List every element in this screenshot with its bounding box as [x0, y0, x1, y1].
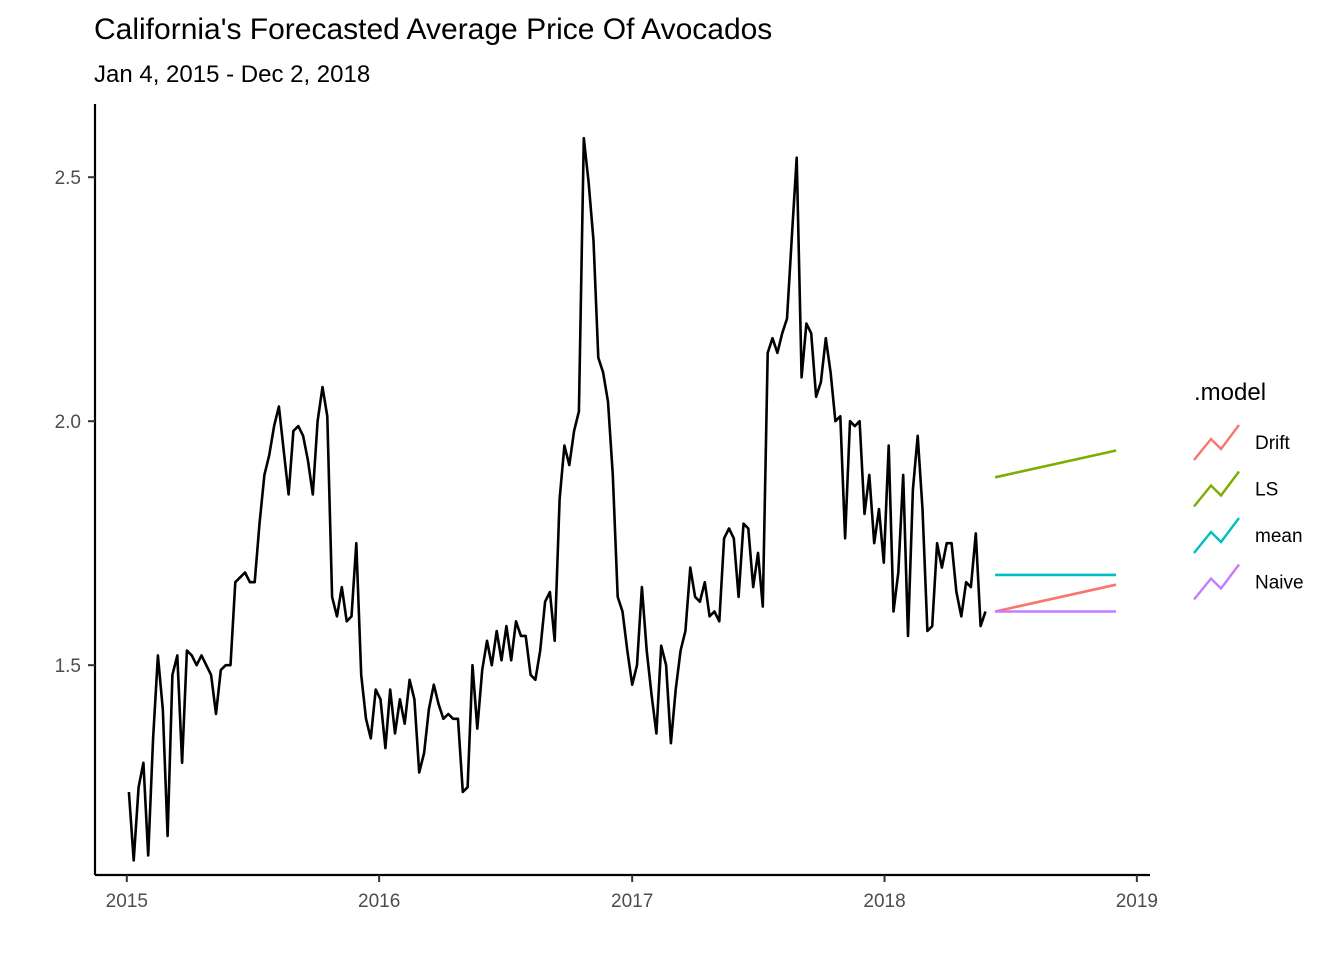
legend: .model Drift LS mean Naive	[1193, 379, 1304, 601]
y-tick-label: 2.0	[55, 412, 81, 433]
legend-key-mean	[1193, 517, 1240, 554]
legend-key-naive	[1193, 563, 1240, 601]
legend-title: .model	[1194, 379, 1266, 406]
legend-label: mean	[1255, 526, 1303, 547]
x-tick-label: 2018	[863, 891, 905, 912]
y-tick-label: 2.5	[55, 168, 81, 189]
legend-item-drift: Drift	[1193, 424, 1291, 461]
y-tick-label: 1.5	[55, 656, 81, 677]
chart-subtitle: Jan 4, 2015 - Dec 2, 2018	[94, 61, 370, 88]
x-tick-label: 2017	[611, 891, 653, 912]
x-tick-label: 2015	[106, 891, 148, 912]
legend-label: Naive	[1255, 573, 1304, 594]
x-tick-label: 2019	[1116, 891, 1158, 912]
x-tick-label: 2016	[358, 891, 400, 912]
legend-item-mean: mean	[1193, 517, 1303, 554]
legend-key-drift	[1193, 424, 1240, 461]
chart-title: California's Forecasted Average Price Of…	[94, 13, 772, 46]
legend-item-ls: LS	[1193, 470, 1278, 508]
legend-key-ls	[1193, 470, 1240, 508]
legend-label: Drift	[1255, 433, 1291, 454]
plot-area: 2015 2016 2017 2018 2019 1.5 2.0 2.5	[55, 104, 1158, 912]
legend-label: LS	[1255, 480, 1278, 501]
legend-item-naive: Naive	[1193, 563, 1304, 601]
series-history-line	[127, 136, 987, 862]
forecast-line-ls	[994, 449, 1117, 479]
forecast-line-drift	[994, 583, 1117, 613]
